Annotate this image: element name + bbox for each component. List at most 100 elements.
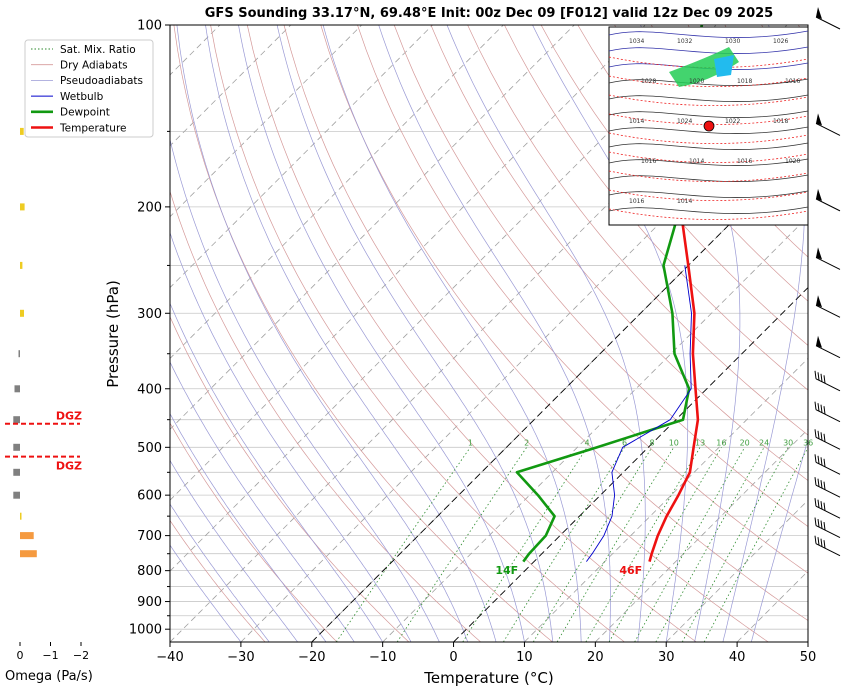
- omega-tick-label: −2: [73, 649, 89, 662]
- omega-tick-label: 0: [17, 649, 24, 662]
- omega-panel: DGZ DGZ 0 −1 −2 Omega (Pa/s): [0, 127, 95, 684]
- mixing-ratio-label: 20: [740, 438, 750, 447]
- y-tick-label: 900: [137, 595, 162, 610]
- pseudoadiabat-line: [170, 503, 270, 642]
- mixing-ratio-line: [335, 447, 471, 642]
- x-tick-label: 10: [516, 650, 533, 665]
- wind-barb: [814, 370, 841, 392]
- dgz-label: DGZ: [56, 410, 82, 423]
- dry-adiabat-line: [173, 25, 553, 642]
- surface-annotations: 14F 46F: [495, 564, 642, 577]
- isotherm-line: [170, 25, 717, 572]
- x-tick-label: −40: [156, 650, 183, 665]
- map-contour-label: 1016: [641, 158, 656, 165]
- x-tick-label: −30: [227, 650, 254, 665]
- dry-adiabat-line: [210, 25, 625, 642]
- sounding-location-marker: [703, 120, 715, 132]
- plot-frame: [169, 24, 809, 643]
- dry-adiabat-line: [430, 25, 808, 482]
- mixing-ratio-lines: [335, 447, 808, 642]
- isobar-contour: [608, 142, 809, 150]
- wind-barb: [814, 477, 841, 498]
- wind-barb: [814, 401, 841, 423]
- thickness-contour: [608, 208, 809, 220]
- dry-adiabat-line: [835, 25, 848, 642]
- pseudoadiabat-line: [205, 25, 497, 642]
- pseudoadiabat-line: [170, 413, 327, 642]
- mixing-ratio-label: 16: [716, 438, 726, 447]
- mixing-ratio-line: [608, 447, 722, 642]
- dry-adiabat-line: [540, 25, 808, 346]
- mixing-ratio-label: 30: [783, 438, 793, 447]
- legend-box: [24, 39, 154, 138]
- pseudoadiabat-line: [238, 25, 525, 642]
- isobar-contour: [608, 110, 809, 118]
- omega-bar: [20, 532, 34, 540]
- mixing-ratio-line: [396, 447, 528, 642]
- wind-barbs: [814, 7, 841, 557]
- minus20-isotherm-line: [311, 145, 808, 642]
- mixing-ratio-label: 2: [524, 438, 529, 447]
- plot-area: [170, 25, 848, 642]
- omega-bar: [14, 385, 20, 393]
- omega-bar: [20, 309, 24, 317]
- dry-adiabat-line: [170, 190, 481, 642]
- mixing-ratio-line: [681, 447, 789, 642]
- omega-tick-label: −1: [42, 649, 58, 662]
- mixing-ratio-label: 4: [585, 438, 590, 447]
- mixing-ratio-line: [634, 447, 746, 642]
- x-tick-label: −20: [298, 650, 325, 665]
- x-axis-ticks: −40 −30 −20 −10 0 10 20 30 40 50: [156, 642, 816, 665]
- y-tick-label: 1000: [129, 623, 162, 638]
- thickness-contour: [608, 94, 809, 106]
- omega-bars: [13, 127, 37, 558]
- y-tick-label: 600: [137, 489, 162, 504]
- mixing-ratio-label: 13: [695, 438, 705, 447]
- omega-axis-label: Omega (Pa/s): [5, 669, 93, 684]
- precip-area: [669, 47, 739, 87]
- zero-isotherm: [311, 145, 808, 642]
- legend-label: Wetbulb: [60, 91, 104, 103]
- thickness-contour: [608, 189, 809, 201]
- pseudoadiabat-line: [176, 25, 469, 642]
- pseudoadiabat-line: [322, 25, 582, 642]
- wind-barb: [814, 454, 841, 475]
- y-tick-label: 700: [137, 529, 162, 544]
- pseudoadiabat-line: [170, 544, 242, 642]
- omega-ticks: 0 −1 −2: [17, 642, 89, 662]
- dry-adiabat-line: [170, 315, 410, 642]
- x-axis-label: Temperature (°C): [423, 669, 553, 687]
- inset-map-contours: 1034 1032 1030 1026 1028 1020 1018 1016 1014 1024…: [608, 30, 809, 220]
- y-axis-ticks: 100 200 300 400 500 600 700 800 900 1000: [129, 19, 170, 638]
- surface-annotation: 46F: [619, 564, 642, 577]
- map-contour-label: 1028: [641, 78, 656, 85]
- mixing-ratio-label: 1: [468, 438, 473, 447]
- omega-bar: [20, 127, 24, 135]
- mixing-ratio-label: 24: [759, 438, 769, 447]
- map-contour-label: 1020: [689, 78, 704, 85]
- mixing-ratio-line: [532, 447, 653, 642]
- dry-adiabat-line: [320, 25, 808, 622]
- map-contour-label: 1034: [629, 38, 644, 45]
- zero-isotherm-line: [453, 286, 808, 642]
- omega-bar: [13, 468, 20, 476]
- map-contour-label: 1014: [629, 118, 644, 125]
- dry-adiabat-line: [467, 25, 808, 436]
- map-contour-label: 1018: [737, 78, 752, 85]
- isobar-contour: [608, 30, 809, 38]
- isobar-contour: [608, 46, 809, 54]
- omega-bar: [20, 512, 22, 520]
- legend-label: Dewpoint: [60, 107, 110, 119]
- sounding-profiles: [515, 25, 808, 563]
- x-tick-label: 20: [587, 650, 604, 665]
- mixing-ratio-label: 8: [649, 438, 654, 447]
- legend-label: Temperature: [59, 122, 127, 134]
- inset-map: 1034 1032 1030 1026 1028 1020 1018 1016 1014 1024…: [608, 26, 809, 226]
- profile-temperature: [648, 51, 808, 562]
- map-contour-label: 1026: [773, 38, 788, 45]
- isobar-contour: [608, 126, 809, 134]
- isobar-contour: [608, 190, 809, 198]
- x-tick-label: 50: [800, 650, 817, 665]
- y-tick-label: 300: [137, 307, 162, 322]
